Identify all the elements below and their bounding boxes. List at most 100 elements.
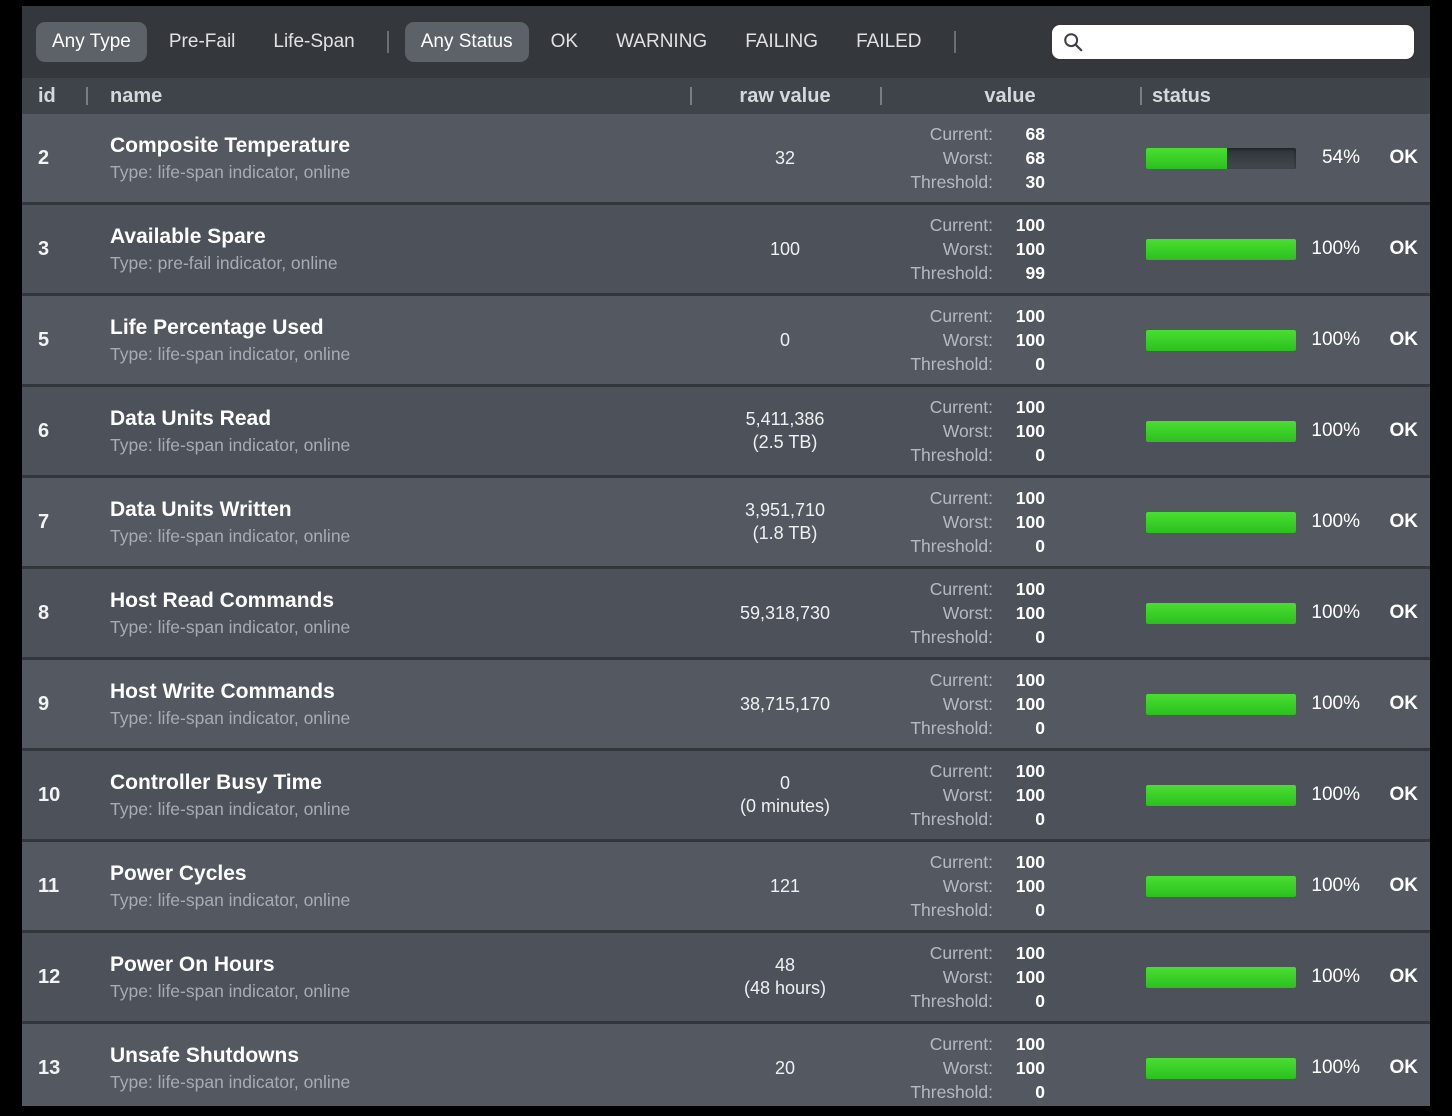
value-block: Current: 100 Worst: 100 Threshold: 0 [880,304,1140,376]
current-value: 100 [1015,761,1045,781]
threshold-value: 0 [1035,900,1045,920]
attribute-row[interactable]: 10 Controller Busy Time Type: life-span … [22,751,1430,842]
attribute-type: Type: life-span indicator, online [110,707,351,728]
current-value: 100 [1015,215,1045,235]
filter-failing[interactable]: FAILING [729,22,834,62]
attribute-name: Data Units Written [110,497,292,521]
attribute-row[interactable]: 8 Host Read Commands Type: life-span ind… [22,569,1430,660]
status-block: 100% OK [1140,420,1430,442]
health-progress-fill [1146,420,1296,442]
raw-value: 38,715,170 [690,693,880,716]
toolbar-separator [953,31,956,53]
attribute-row[interactable]: 2 Composite Temperature Type: life-span … [22,114,1430,205]
column-header-raw-value[interactable]: raw value [690,78,880,114]
raw-value: 59,318,730 [690,602,880,625]
current-label: Current: [929,124,993,144]
attribute-row[interactable]: 13 Unsafe Shutdowns Type: life-span indi… [22,1024,1430,1106]
status-block: 54% OK [1140,147,1430,169]
raw-value: 32 [690,147,880,170]
attribute-row[interactable]: 6 Data Units Read Type: life-span indica… [22,387,1430,478]
value-block: Current: 100 Worst: 100 Threshold: 0 [880,1032,1140,1104]
attribute-row[interactable]: 9 Host Write Commands Type: life-span in… [22,660,1430,751]
threshold-label: Threshold: [910,718,993,738]
threshold-label: Threshold: [910,536,993,556]
attribute-row[interactable]: 3 Available Spare Type: pre-fail indicat… [22,205,1430,296]
threshold-value: 0 [1035,536,1045,556]
worst-value: 100 [1015,330,1045,350]
attribute-name: Power On Hours [110,952,275,976]
raw-value-line: (1.8 TB) [752,523,818,543]
health-percent: 100% [1311,329,1360,350]
filter-any-type[interactable]: Any Type [36,22,147,62]
search-input[interactable] [1091,31,1404,53]
current-label: Current: [929,579,993,599]
worst-value: 100 [1015,421,1045,441]
column-header-label: value [984,84,1036,107]
raw-value-line: 3,951,710 [744,500,826,520]
value-block: Current: 100 Worst: 100 Threshold: 0 [880,395,1140,467]
worst-value: 100 [1015,876,1045,896]
attribute-name: Power Cycles [110,861,247,885]
column-header-label: id [38,84,56,107]
value-block: Current: 100 Worst: 100 Threshold: 0 [880,850,1140,922]
column-header-label: raw value [739,84,831,107]
column-header-status[interactable]: status [1140,78,1430,114]
filter-life-span[interactable]: Life-Span [257,22,370,62]
threshold-value: 0 [1035,627,1045,647]
status-badge: OK [1389,1057,1419,1078]
filter-failed[interactable]: FAILED [840,22,937,62]
health-progress-bar [1146,966,1296,988]
health-percent: 100% [1311,420,1360,441]
health-progress-bar [1146,602,1296,624]
attribute-row[interactable]: 12 Power On Hours Type: life-span indica… [22,933,1430,1024]
filter-pre-fail[interactable]: Pre-Fail [153,22,252,62]
filter-warning[interactable]: WARNING [600,22,723,62]
column-header-id[interactable]: id [22,78,86,114]
raw-value-line: 20 [774,1057,796,1078]
health-progress-bar [1146,511,1296,533]
attribute-type: Type: life-span indicator, online [110,889,351,910]
current-label: Current: [929,488,993,508]
filter-any-status[interactable]: Any Status [404,22,529,62]
worst-value: 100 [1015,967,1045,987]
raw-value-line: (2.5 TB) [752,432,818,452]
current-value: 100 [1015,670,1045,690]
column-header-name[interactable]: name [86,78,690,114]
health-progress-bar [1146,1057,1296,1079]
attribute-id: 7 [38,510,50,533]
worst-value: 100 [1015,603,1045,623]
raw-value: 100 [690,238,880,261]
attribute-name: Available Spare [110,224,266,248]
raw-value-line: 48 [774,955,796,975]
attribute-id: 6 [38,419,50,442]
attribute-row[interactable]: 11 Power Cycles Type: life-span indicato… [22,842,1430,933]
search-field[interactable] [1050,23,1416,61]
filter-ok[interactable]: OK [535,22,594,62]
column-header-value[interactable]: value [880,78,1140,114]
raw-value: 0 (0 minutes) [690,772,880,818]
attribute-id: 10 [38,783,61,806]
threshold-label: Threshold: [910,263,993,283]
attribute-type: Type: life-span indicator, online [110,798,351,819]
value-block: Current: 100 Worst: 100 Threshold: 0 [880,668,1140,740]
attribute-row[interactable]: 5 Life Percentage Used Type: life-span i… [22,296,1430,387]
threshold-value: 0 [1035,445,1045,465]
current-value: 100 [1015,1034,1045,1054]
attribute-name: Life Percentage Used [110,315,324,339]
attribute-id: 3 [38,237,50,260]
threshold-label: Threshold: [910,627,993,647]
current-value: 100 [1015,306,1045,326]
status-block: 100% OK [1140,602,1430,624]
attribute-row[interactable]: 7 Data Units Written Type: life-span ind… [22,478,1430,569]
status-block: 100% OK [1140,693,1430,715]
filter-toolbar: Any Type Pre-Fail Life-Span Any Status OK WA… [22,6,1430,78]
status-badge: OK [1389,966,1419,987]
attribute-id: 11 [38,874,60,897]
health-percent: 100% [1311,966,1360,987]
status-block: 100% OK [1140,238,1430,260]
attribute-name: Controller Busy Time [110,770,322,794]
worst-label: Worst: [942,512,993,532]
value-block: Current: 100 Worst: 100 Threshold: 0 [880,577,1140,649]
value-block: Current: 68 Worst: 68 Threshold: 30 [880,122,1140,194]
current-value: 68 [1025,124,1045,144]
